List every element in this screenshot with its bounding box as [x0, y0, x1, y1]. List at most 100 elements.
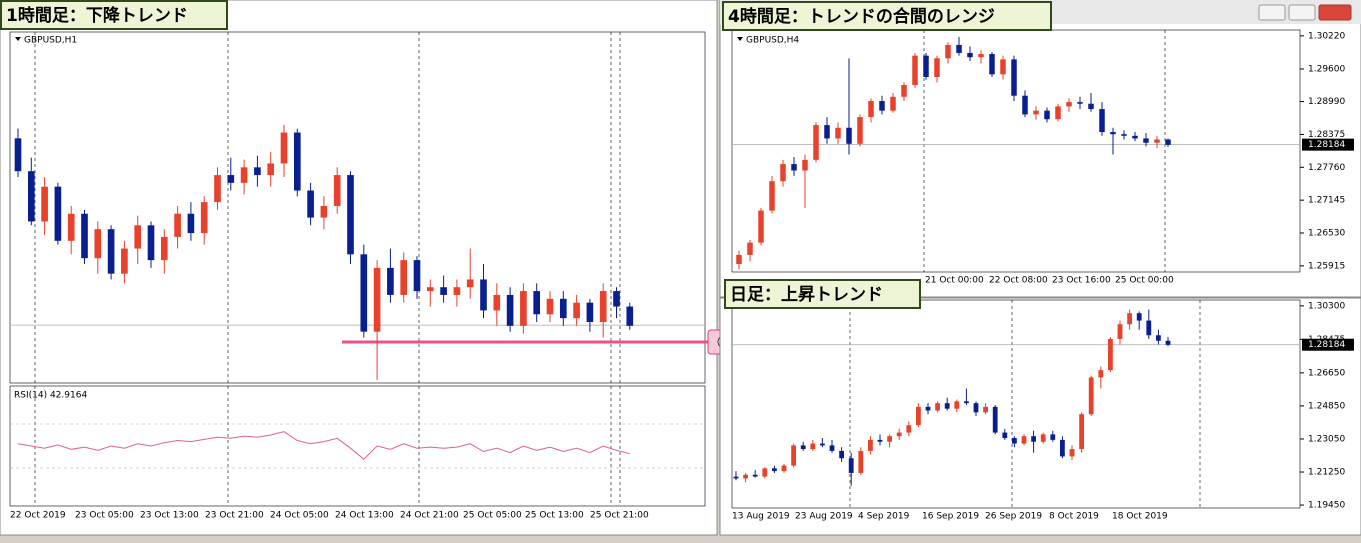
candle-body: [868, 439, 873, 451]
candle-body: [868, 101, 874, 118]
x-tick-label: 25 Oct 21:00: [590, 511, 649, 521]
candle-body: [1069, 449, 1075, 457]
h1-tag: 1時間足：下降トレンド: [6, 5, 188, 26]
candle-body: [559, 298, 567, 319]
x-tick-label: 24 Oct 21:00: [400, 511, 459, 521]
candle-body: [1146, 320, 1152, 336]
candle-body: [935, 403, 940, 411]
rsi-line: [17, 431, 630, 460]
menu-arrow: [15, 37, 21, 41]
current-price-box: [1302, 138, 1354, 151]
y-tick-label: 1.24850: [1308, 401, 1345, 411]
candle-body: [758, 210, 764, 243]
rsi-levels: [10, 423, 705, 469]
candle-body: [989, 54, 995, 75]
candle-body: [824, 125, 830, 139]
candle-body: [781, 465, 787, 472]
maximize-button[interactable]: [1288, 4, 1316, 21]
candle-body: [1077, 102, 1083, 104]
candle-body: [791, 164, 797, 171]
x-tick-label: 23 Aug 2019: [795, 512, 853, 522]
candle-body: [802, 159, 808, 171]
candle-body: [599, 291, 607, 322]
y-tick-label: 1.30220: [1308, 31, 1345, 41]
h4-tag: 4時間足：トレンドの合間のレンジ: [728, 6, 995, 27]
candle-body: [453, 287, 461, 295]
candle-body: [360, 254, 368, 332]
h4-separators: [923, 30, 1166, 272]
candle-body: [480, 279, 487, 311]
candle-body: [533, 291, 541, 315]
y-tick-label: 1.21250: [1308, 468, 1345, 478]
h4-plot: [731, 29, 1301, 273]
candle-body: [546, 298, 554, 315]
candle-body: [373, 267, 381, 332]
candle-body: [160, 236, 168, 261]
candle-body: [121, 248, 128, 274]
minimize-button[interactable]: [1258, 4, 1286, 21]
candle-body: [1108, 338, 1113, 371]
y-tick-label: 1.27760: [1308, 163, 1345, 173]
candle-body: [747, 242, 753, 255]
candle-body: [896, 432, 902, 437]
x-tick-label: 18 Oct 2019: [1112, 512, 1168, 522]
candle-body: [916, 406, 921, 426]
candle-body: [347, 175, 354, 255]
candle-body: [835, 127, 841, 139]
close-button[interactable]: [1318, 4, 1352, 21]
rsi-plot: [9, 385, 706, 507]
candle-body: [1031, 436, 1036, 442]
candle-body: [791, 445, 796, 466]
candle-body: [780, 164, 786, 182]
candle-body: [1033, 110, 1039, 115]
candle-body: [200, 202, 208, 234]
candle-body: [800, 445, 806, 450]
candle-body: [81, 213, 88, 259]
candle-body: [214, 175, 221, 203]
x-tick-label: 8 Oct 2019: [1049, 512, 1099, 522]
candle-body: [1136, 313, 1142, 321]
candle-body: [1154, 139, 1160, 143]
candle-body: [227, 175, 235, 183]
y-tick-label: 1.26530: [1308, 229, 1345, 239]
candle-body: [333, 175, 341, 206]
x-tick-label: 26 Sep 2019: [985, 512, 1042, 522]
candle-body: [890, 96, 896, 111]
x-tick-label: 23 Oct 21:00: [205, 511, 264, 521]
x-tick-label: 25 Oct 00:00: [1115, 276, 1174, 286]
y-tick-label: 1.23050: [1308, 434, 1345, 444]
candle-body: [906, 425, 912, 433]
y-tick-label: 1.19450: [1308, 501, 1345, 511]
candle-body: [858, 450, 864, 473]
candle-body: [27, 171, 35, 222]
y-tick-label: 1.27145: [1308, 196, 1345, 206]
marks: 22 Oct 2019 23 Oct 05:00 23 Oct 13:00 23 Oc…: [10, 31, 1354, 522]
candle-body: [413, 260, 421, 292]
candle-body: [1099, 109, 1105, 133]
candle-body: [1165, 139, 1171, 145]
x-tick-label: 24 Oct 13:00: [335, 511, 394, 521]
candle-body: [466, 279, 474, 288]
x-tick-label: 22 Oct 08:00: [989, 276, 1048, 286]
candle-body: [810, 443, 816, 450]
candle-body: [944, 403, 950, 409]
candle-body: [586, 302, 594, 322]
candle-body: [187, 213, 195, 234]
candle-body: [839, 450, 844, 459]
candle-body: [107, 229, 115, 274]
candle-body: [992, 406, 998, 433]
d1-tag: 日足：上昇トレンド: [730, 285, 883, 305]
candle-body: [1110, 132, 1116, 135]
current-price-box: [1302, 338, 1354, 351]
d1-plot: [731, 299, 1301, 509]
candle-body: [14, 138, 22, 172]
candle-body: [945, 44, 951, 59]
y-tick-label: 1.26650: [1308, 368, 1345, 378]
candle-body: [387, 267, 394, 295]
candle-body: [1000, 59, 1006, 75]
candle-body: [1132, 135, 1138, 139]
x-tick-label: 25 Oct 13:00: [525, 511, 584, 521]
h1-symbol: GBPUSD,H1: [24, 36, 77, 46]
candle-body: [743, 474, 748, 479]
